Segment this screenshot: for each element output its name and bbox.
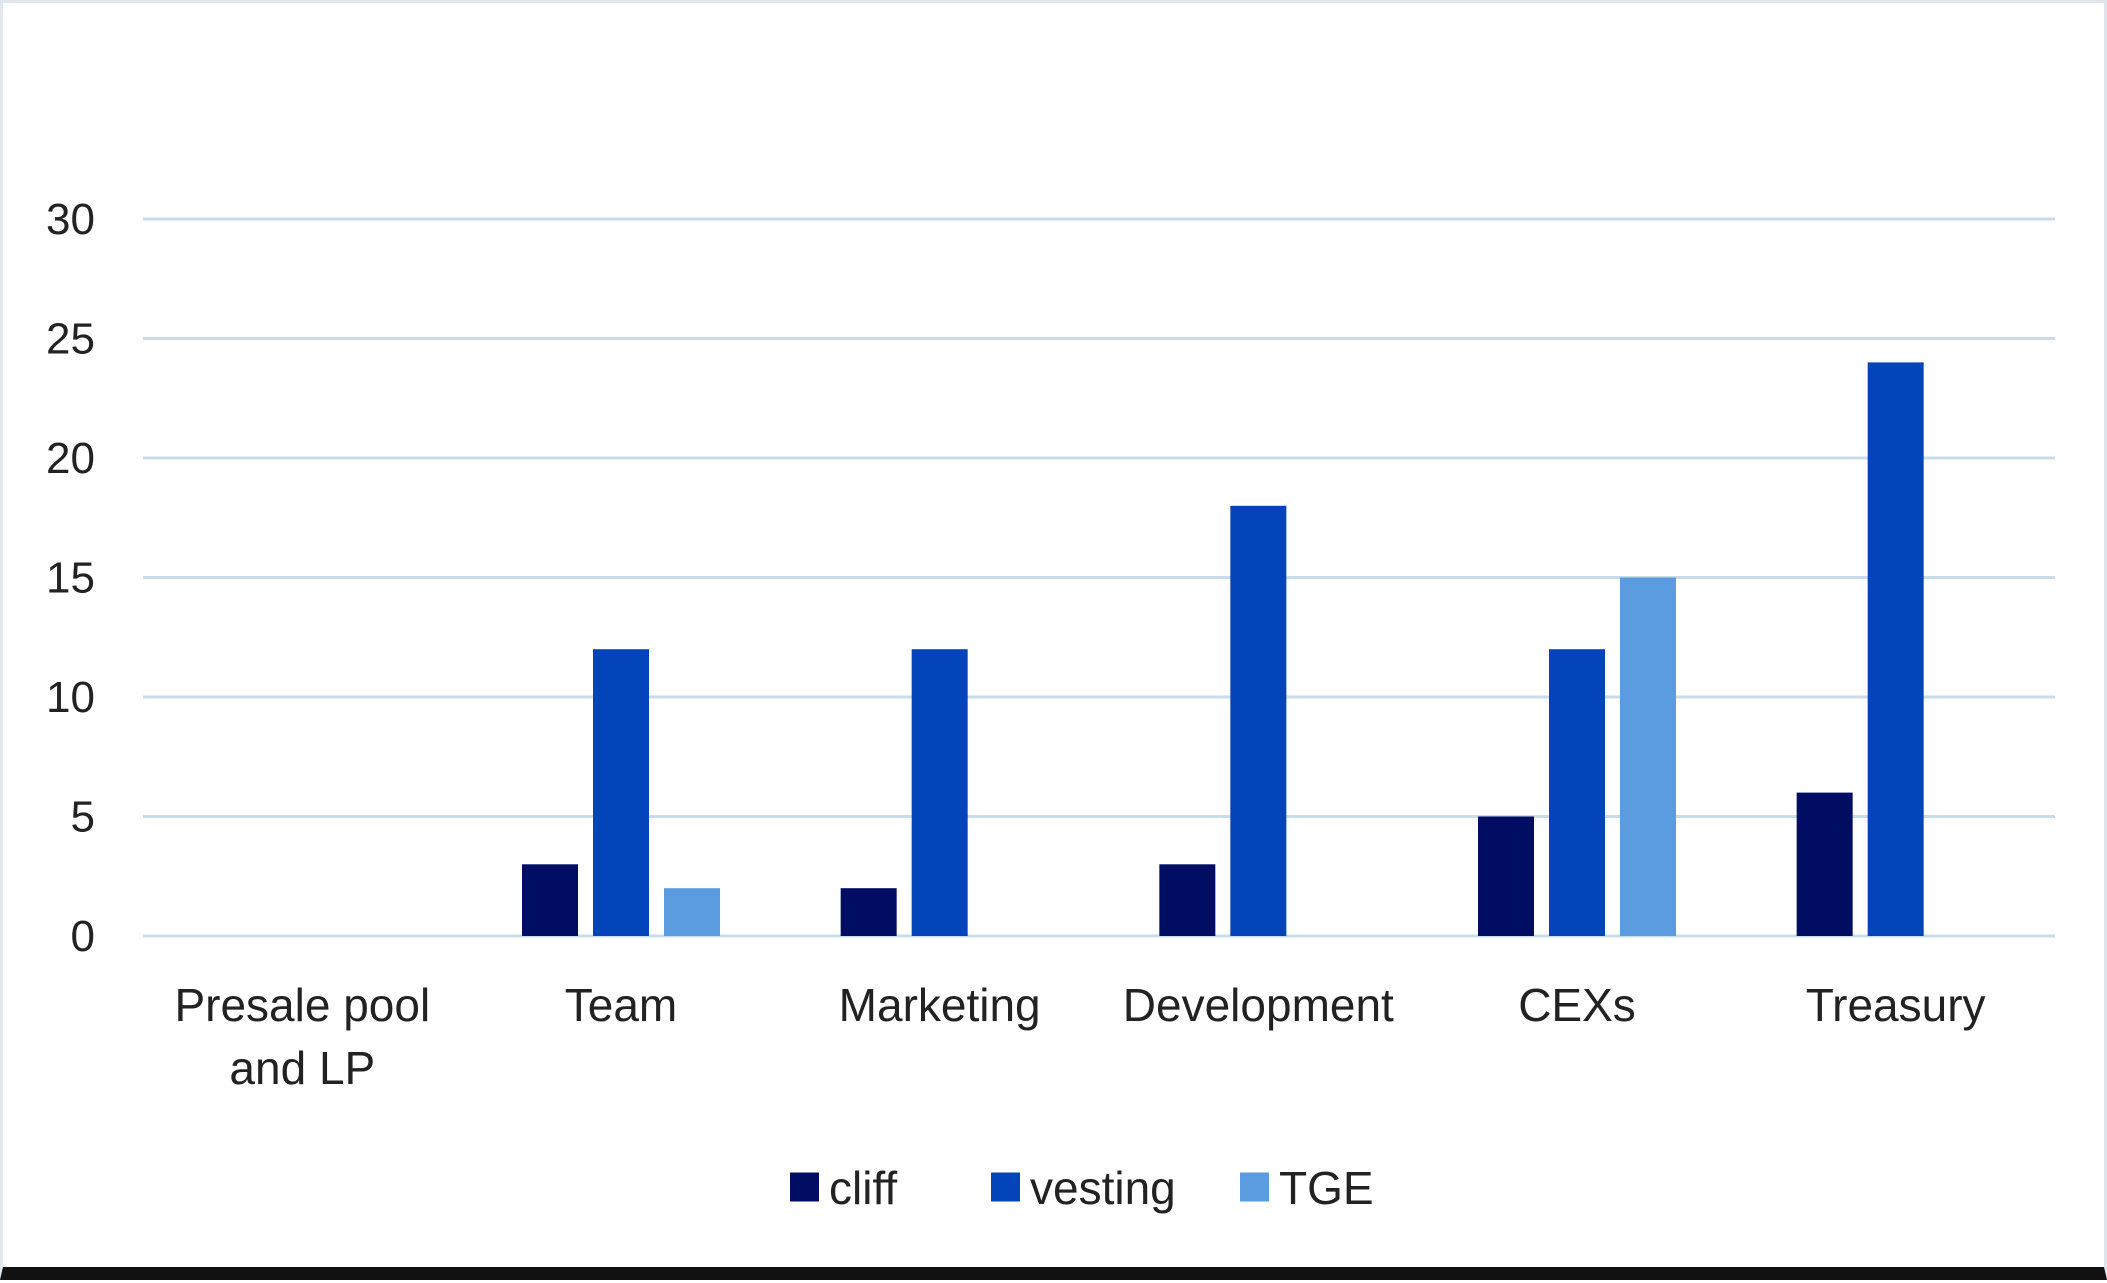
bar-tge xyxy=(1620,577,1676,936)
bars xyxy=(522,362,1924,936)
y-tick-label: 10 xyxy=(46,673,95,722)
x-category-label: Presale pool and LP xyxy=(174,979,430,1094)
bar-vesting xyxy=(593,649,649,936)
x-category-label: Development xyxy=(1123,979,1394,1031)
bar-vesting xyxy=(1549,649,1605,936)
legend-swatch xyxy=(790,1172,819,1202)
legend-item-cliff: cliff xyxy=(790,1162,897,1214)
bar-cliff xyxy=(840,888,897,936)
bar-chart: 0 5 10 15 20 25 30 Presale pool and LP Team Marke… xyxy=(46,195,2055,1214)
legend-item-vesting: vesting xyxy=(991,1162,1176,1214)
y-tick-label: 15 xyxy=(46,554,95,603)
legend-label: cliff xyxy=(829,1162,897,1214)
x-category-label: Treasury xyxy=(1806,979,1986,1031)
gridlines xyxy=(143,217,2055,938)
y-tick-label: 20 xyxy=(46,434,95,483)
y-tick-label: 5 xyxy=(71,793,95,842)
x-category-label: Team xyxy=(565,979,677,1031)
legend: cliff vesting TGE xyxy=(790,1162,1374,1214)
bar-vesting xyxy=(1867,362,1924,936)
legend-swatch xyxy=(991,1172,1020,1202)
y-tick-label: 0 xyxy=(71,912,95,961)
y-tick-label: 30 xyxy=(46,195,95,244)
bar-cliff xyxy=(1796,792,1853,936)
y-tick-label: 25 xyxy=(46,315,95,364)
bar-tge xyxy=(664,888,720,936)
bar-cliff xyxy=(522,864,578,936)
legend-item-tge: TGE xyxy=(1240,1162,1374,1214)
bar-vesting xyxy=(911,649,968,936)
x-category-label: CEXs xyxy=(1518,979,1636,1031)
legend-swatch xyxy=(1240,1172,1269,1202)
x-axis-labels: Presale pool and LP Team Marketing Developme… xyxy=(174,979,1985,1094)
x-category-label: Marketing xyxy=(839,979,1041,1031)
legend-label: TGE xyxy=(1279,1162,1374,1214)
bar-cliff xyxy=(1159,864,1216,936)
legend-label: vesting xyxy=(1030,1162,1176,1214)
bar-cliff xyxy=(1478,816,1534,936)
bar-vesting xyxy=(1230,505,1287,936)
y-axis-ticks: 0 5 10 15 20 25 30 xyxy=(46,195,95,961)
